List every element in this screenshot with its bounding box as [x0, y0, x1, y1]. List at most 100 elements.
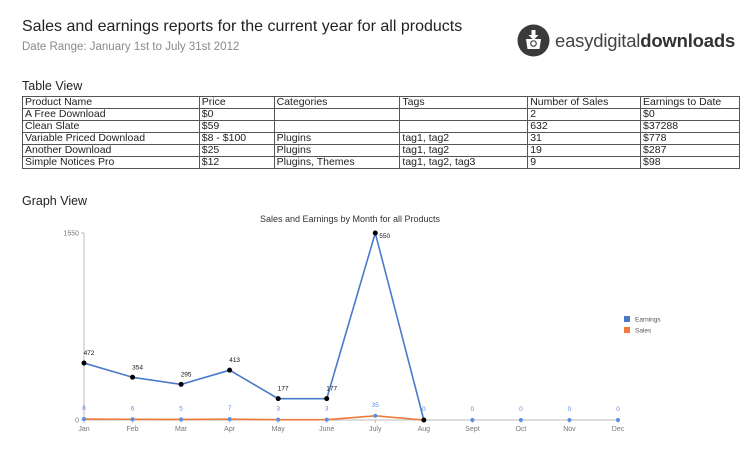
table-cell: Plugins, Themes [273, 156, 401, 169]
y-tick-label: 1550 [63, 231, 79, 238]
x-tick-label: Oct [515, 426, 526, 433]
sales-data-label: 0 [568, 406, 572, 413]
x-tick-label: May [272, 426, 286, 433]
sales-data-point [227, 417, 232, 422]
y-tick-label: 0 [75, 418, 79, 425]
sales-earnings-chart: Sales and Earnings by Month for all Prod… [63, 214, 661, 434]
earnings-data-point [81, 360, 87, 366]
x-tick-label: Aug [418, 426, 431, 433]
sales-data-point [179, 417, 184, 422]
sales-data-point [130, 417, 135, 422]
table-cell: $37288 [640, 120, 740, 133]
earnings-data-label: 550 [379, 233, 390, 240]
sales-data-label: 5 [179, 405, 183, 412]
chart-points [81, 230, 620, 423]
easy-digital-downloads-logo: easydigitaldownloads [517, 24, 739, 60]
table-cell: $98 [640, 156, 740, 169]
table-cell: 9 [527, 156, 642, 169]
sales-data-label: 6 [131, 405, 135, 412]
table-cell: Plugins [273, 132, 401, 145]
table-cell: 2 [527, 108, 642, 121]
table-cell: $8 - $100 [198, 132, 275, 145]
earnings-series-line [83, 229, 425, 421]
date-range-subtitle: Date Range: January 1st to July 31st 201… [22, 41, 240, 53]
x-tick-label: Apr [224, 426, 236, 433]
earnings-data-label: 413 [229, 357, 240, 364]
earnings-data-label: 177 [278, 386, 289, 393]
report-title: Sales and earnings reports for the curre… [22, 18, 463, 35]
table-cell [399, 120, 529, 133]
sales-data-point [518, 418, 523, 422]
earnings-data-point [130, 374, 136, 380]
table-cell: $12 [198, 156, 275, 169]
table-cell: $25 [198, 144, 275, 157]
x-tick-label: Jan [78, 426, 89, 433]
table-row: Simple Notices Pro $12 Plugins, Themes t… [22, 156, 740, 169]
table-cell: tag1, tag2 [399, 144, 529, 157]
sales-data-label: 3 [325, 406, 329, 413]
column-header: Price [198, 96, 275, 109]
x-tick-label: Sept [465, 426, 479, 433]
x-tick-label: Dec [612, 426, 625, 433]
sales-data-point [470, 418, 475, 422]
x-tick-label: Mar [175, 426, 188, 433]
legend-label: Sales [635, 328, 652, 335]
products-table: Product Name Price Categories Tags Numbe… [22, 96, 740, 169]
sales-data-point [567, 418, 572, 422]
earnings-data-point [421, 417, 427, 423]
graph-view-heading: Graph View [22, 194, 88, 208]
table-view-heading: Table View [22, 79, 83, 93]
column-header: Number of Sales [527, 96, 642, 109]
table-cell: A Free Download [22, 108, 200, 121]
earnings-data-label: 177 [326, 386, 337, 393]
legend-swatch [624, 327, 630, 333]
sales-data-point [616, 418, 620, 422]
sales-data-point [276, 417, 281, 422]
earnings-data-point [227, 367, 233, 373]
table-cell: 19 [527, 144, 642, 157]
legend-label: Earnings [635, 317, 661, 324]
table-cell: tag1, tag2, tag3 [399, 156, 529, 169]
table-cell [273, 120, 401, 133]
table-cell: $287 [640, 144, 740, 157]
x-tick-label: July [369, 426, 382, 433]
earnings-data-label: 354 [132, 364, 143, 371]
chart-legend: Earnings Sales [624, 316, 661, 335]
column-header: Tags [399, 96, 529, 109]
table-cell: Another Download [22, 144, 200, 157]
sales-data-label: 3 [276, 406, 280, 413]
table-row: Another Download $25 Plugins tag1, tag2 … [22, 144, 740, 157]
earnings-data-point [275, 396, 281, 402]
sales-data-label: 7 [228, 405, 232, 412]
sales-data-label: 0 [471, 406, 475, 413]
x-tick-label: Feb [127, 426, 139, 433]
table-cell: Plugins [273, 144, 401, 157]
sales-data-label: 8 [82, 405, 86, 412]
table-cell: $0 [640, 108, 740, 121]
table-cell: $59 [198, 120, 275, 133]
sales-data-label: 0 [422, 406, 426, 413]
chart-lines [83, 229, 425, 421]
table-cell: $778 [640, 132, 740, 145]
x-tick-label: Nov [563, 426, 576, 433]
logo-wordmark: easydigitaldownloads [555, 30, 735, 52]
table-cell: 632 [527, 120, 642, 133]
table-cell: Clean Slate [22, 120, 200, 133]
column-header: Categories [273, 96, 401, 109]
logo-text-digital: digital [593, 30, 641, 51]
legend-swatch [624, 316, 630, 322]
table-row: A Free Download $0 2 $0 [22, 108, 740, 121]
table-cell: tag1, tag2 [399, 132, 529, 145]
table-row: Clean Slate $59 632 $37288 [22, 120, 740, 133]
earnings-data-point [324, 396, 330, 402]
sales-data-label: 0 [616, 406, 620, 413]
sales-data-point [82, 417, 86, 422]
logo-text-downloads: downloads [640, 30, 736, 51]
table-header-row: Product Name Price Categories Tags Numbe… [22, 96, 740, 109]
sales-data-point [373, 413, 378, 418]
column-header: Product Name [22, 96, 200, 109]
logo-text-easy: easy [555, 30, 594, 51]
earnings-data-label: 472 [84, 350, 95, 357]
table-cell: Simple Notices Pro [22, 156, 200, 169]
